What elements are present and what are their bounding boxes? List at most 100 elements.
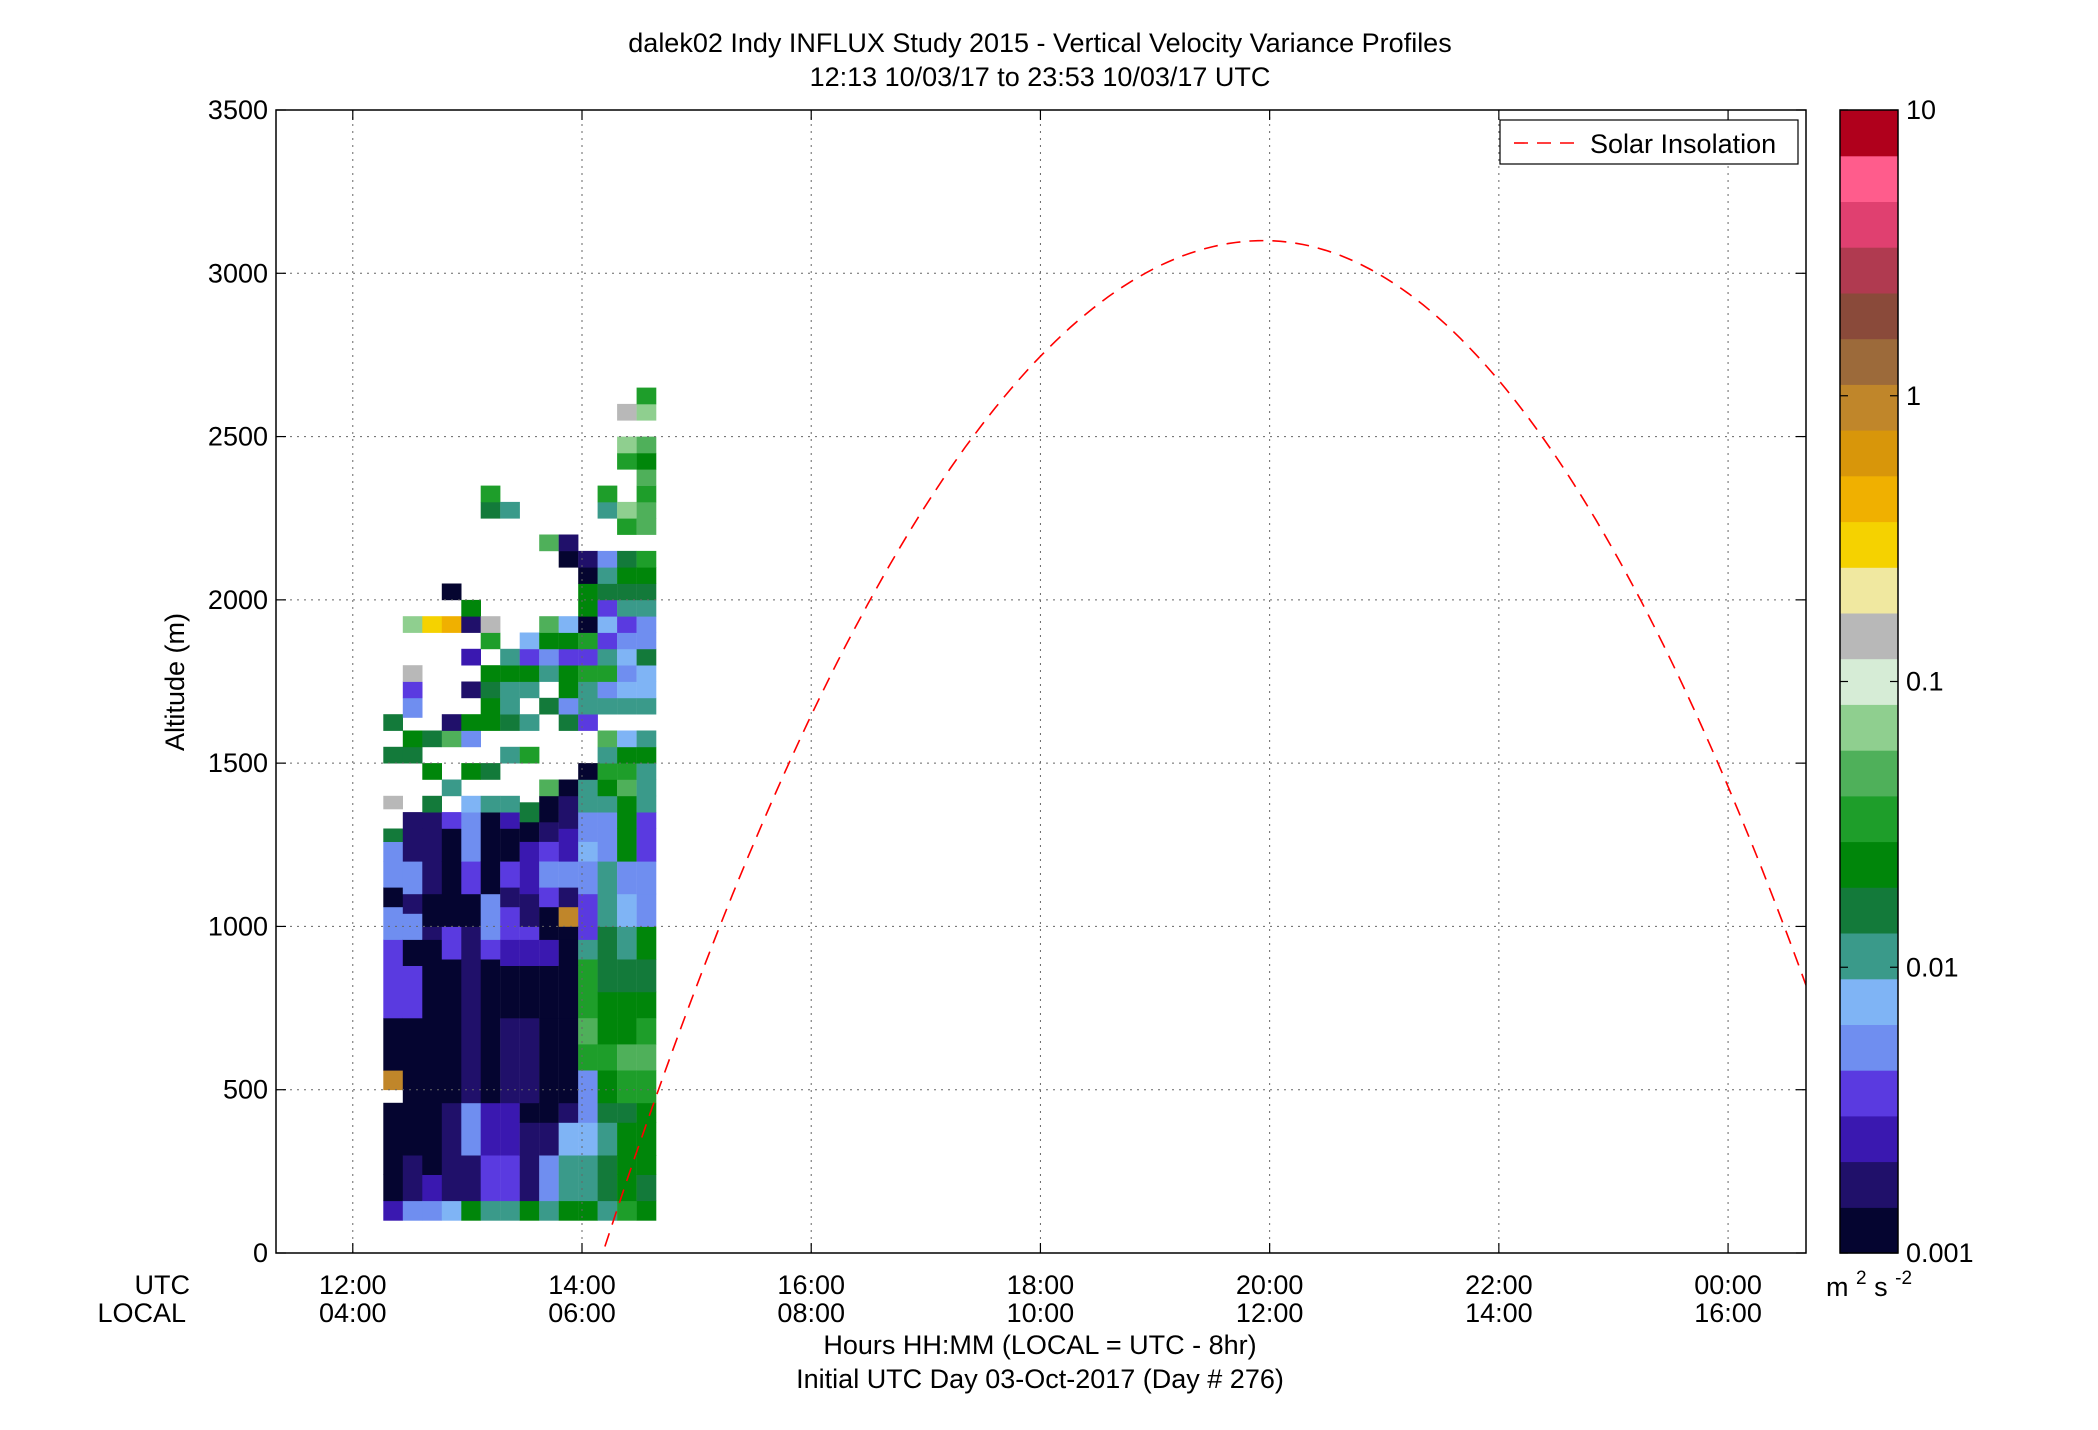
heatmap-cell-9-20 [558, 632, 579, 650]
heatmap-cell-13-3 [636, 1122, 657, 1156]
heatmap-cell-6-4 [500, 965, 520, 1019]
heatmap-cell-13-29 [636, 550, 657, 568]
heatmap-cell-10-8 [578, 959, 598, 993]
heatmap-cell-11-2 [597, 1122, 618, 1156]
heatmap-cell-8-18 [539, 616, 559, 633]
heatmap-cell-10-18 [578, 697, 598, 715]
heatmap-cell-7-18 [519, 632, 540, 650]
heatmap-cell-11-1 [597, 1155, 618, 1202]
heatmap-cell-12-29 [617, 550, 637, 568]
heatmap-cell-6-17 [500, 648, 520, 666]
heatmap-cell-7-14 [519, 714, 540, 731]
heatmap-cell-12-16 [617, 779, 637, 797]
legend-label-solar-insolation: Solar Insolation [1590, 129, 1776, 159]
colorbar-tick-label-1: 0.01 [1906, 952, 1959, 982]
heatmap-cell-13-10 [636, 926, 657, 960]
colorbar-swatch-15 [1840, 521, 1898, 568]
heatmap-cell-12-23 [617, 648, 637, 666]
y-tick-label-0: 0 [253, 1238, 268, 1268]
heatmap-cell-5-9 [480, 763, 501, 780]
heatmap-cell-6-12 [500, 746, 520, 764]
heatmap-cell-4-15 [461, 616, 481, 633]
x-tick-label-utc-1: 14:00 [548, 1270, 616, 1300]
heatmap-cell-3-12 [441, 714, 462, 731]
heatmap-cell-0-10 [383, 841, 403, 862]
heatmap-cell-11-28 [597, 550, 618, 568]
y-tick-label-5: 2500 [208, 422, 268, 452]
heatmap-cell-4-8 [461, 812, 481, 829]
heatmap-cell-9-15 [558, 714, 579, 731]
heatmap-cell-7-5 [519, 965, 540, 1019]
heatmap-cell-1-13 [402, 730, 423, 748]
colorbar-tick-label-2: 0.1 [1906, 667, 1944, 697]
colorbar-swatch-4 [1840, 1024, 1898, 1071]
heatmap-cell-11-17 [597, 746, 618, 764]
heatmap-cell-6-16 [500, 665, 520, 682]
heatmap-cell-13-16 [636, 779, 657, 797]
heatmap-cell-12-27 [617, 583, 637, 601]
colorbar-tick-label-3: 1 [1906, 381, 1921, 411]
heatmap-cell-4-11 [461, 730, 481, 748]
heatmap-cell-1-14 [402, 697, 423, 718]
colorbar-swatch-0 [1840, 1207, 1898, 1254]
heatmap-cell-11-7 [597, 991, 618, 1019]
heatmap-cell-3-13 [441, 583, 462, 601]
heatmap-cell-7-17 [519, 648, 540, 666]
heatmap-cell-10-3 [578, 1089, 598, 1123]
heatmap-cell-13-33 [636, 469, 657, 486]
x-tick-label-utc-6: 00:00 [1694, 1270, 1762, 1300]
heatmap-cell-7-0 [519, 1200, 540, 1221]
heatmap-cell-11-19 [597, 697, 618, 715]
colorbar-swatch-18 [1840, 384, 1898, 431]
heatmap-cell-11-5 [597, 1044, 618, 1071]
x-axis-row-label-utc: UTC [135, 1270, 191, 1300]
heatmap-cell-11-15 [597, 779, 618, 797]
heatmap-cell-6-5 [500, 939, 520, 966]
heatmap-cell-8-16 [539, 648, 559, 666]
heatmap-cell-10-16 [578, 763, 598, 780]
heatmap-cell-12-30 [617, 518, 637, 535]
heatmap-cell-0-8 [383, 887, 403, 908]
heatmap-cell-9-6 [558, 939, 579, 966]
heatmap-cell-11-3 [597, 1102, 618, 1123]
heatmap-cell-13-37 [636, 387, 657, 405]
heatmap-cell-5-4 [480, 939, 501, 960]
heatmap-cell-9-17 [558, 681, 579, 699]
heatmap-cell-11-29 [597, 501, 618, 519]
heatmap-cell-1-17 [402, 616, 423, 633]
heatmap-cell-10-2 [578, 1122, 598, 1156]
heatmap-cell-7-1 [519, 1155, 540, 1202]
heatmap-cell-7-4 [519, 1017, 540, 1104]
heatmap-cell-10-24 [578, 599, 598, 617]
heatmap-cell-12-5 [617, 1070, 637, 1104]
heatmap-cell-0-12 [383, 795, 403, 810]
legend-box [1499, 119, 1799, 165]
heatmap-cell-2-7 [422, 828, 442, 862]
heatmap-cell-8-10 [539, 841, 559, 862]
heatmap-cell-1-5 [402, 965, 423, 999]
heatmap-cell-0-11 [383, 828, 403, 842]
heatmap-cell-11-22 [597, 648, 618, 666]
colorbar-swatch-17 [1840, 430, 1898, 477]
heatmap-cell-9-16 [558, 697, 579, 715]
colorbar-swatch-24 [1840, 110, 1898, 157]
heatmap-cell-3-0 [441, 1200, 462, 1221]
heatmap-cell-12-11 [617, 893, 637, 927]
x-axis-ticks: 12:0004:0014:0006:0016:0008:0018:0010:00… [319, 110, 1762, 1328]
heatmap-cell-9-23 [558, 534, 579, 552]
heatmap-cell-10-1 [578, 1155, 598, 1202]
heatmap-cell-1-9 [402, 861, 423, 895]
heatmap-cell-8-11 [539, 821, 559, 842]
heatmap-cell-10-5 [578, 1044, 598, 1071]
colorbar-swatch-21 [1840, 247, 1898, 294]
heatmap-cell-3-6 [441, 893, 462, 927]
heatmap-cell-13-5 [636, 1070, 657, 1104]
heatmap-cell-11-18 [597, 730, 618, 748]
heatmap-cell-7-13 [519, 746, 540, 764]
colorbar-swatch-11 [1840, 704, 1898, 751]
heatmap-cell-2-4 [422, 926, 442, 940]
colorbar-swatch-23 [1840, 155, 1898, 202]
heatmap-cell-13-24 [636, 632, 657, 650]
heatmap-cell-11-20 [597, 681, 618, 699]
heatmap-cell-1-11 [402, 812, 423, 829]
